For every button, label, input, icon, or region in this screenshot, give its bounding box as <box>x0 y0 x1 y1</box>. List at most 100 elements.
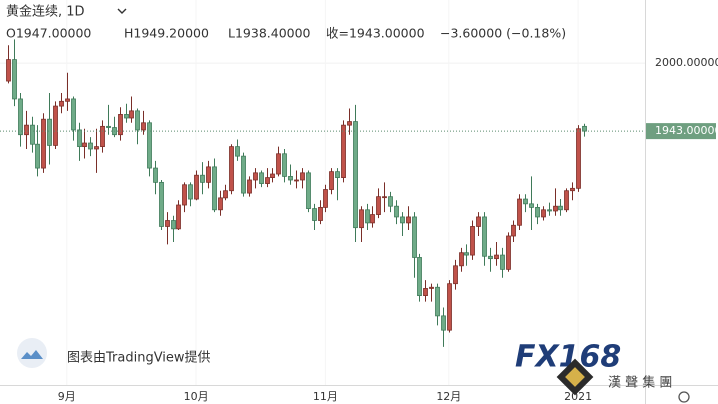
candle-body <box>176 204 181 230</box>
candle-body <box>265 177 270 184</box>
candle-body <box>241 155 246 194</box>
candle-body <box>511 224 516 237</box>
candle-body <box>253 172 258 181</box>
candle-body <box>506 235 511 270</box>
x-tick-label: 10月 <box>184 390 209 403</box>
candle-body <box>294 179 299 182</box>
candle-body <box>370 214 375 224</box>
watermark: 图表由TradingView提供 <box>67 350 211 366</box>
candle-body <box>82 142 87 148</box>
candle-body <box>276 153 281 175</box>
candle-body <box>553 205 558 212</box>
candle-body <box>359 209 364 229</box>
candle-body <box>423 288 428 297</box>
candle-body <box>382 196 387 199</box>
candle-body <box>65 98 70 102</box>
candle-body <box>558 205 563 211</box>
candle-body <box>77 129 82 148</box>
candle-body <box>435 286 440 317</box>
candle-body <box>147 122 152 169</box>
candle-body <box>270 173 275 179</box>
candle-body <box>53 105 58 146</box>
candle-body <box>476 216 481 227</box>
candle-body <box>30 124 35 145</box>
candle-body <box>523 198 528 205</box>
legend-change: −3.60000 (−0.18%) <box>440 26 566 41</box>
legend-close: 收=1943.00000 <box>326 26 425 41</box>
candle-body <box>365 209 370 224</box>
candle-body <box>388 196 393 207</box>
candle-body <box>106 125 111 128</box>
candle-body <box>88 142 93 150</box>
candle-body <box>153 167 158 183</box>
x-tick-label: 2021 <box>564 390 592 403</box>
candle-body <box>547 209 552 212</box>
candle-body <box>165 220 170 227</box>
candle-body <box>329 171 334 190</box>
chevron[interactable] <box>117 8 127 14</box>
legend-high: H1949.20000 <box>124 26 209 41</box>
candle-body <box>564 190 569 211</box>
candle-body <box>12 59 17 100</box>
last-price-label: 1943.00000 <box>655 124 718 137</box>
candle-body <box>282 153 287 177</box>
candle-body <box>288 176 293 181</box>
candle-body <box>459 252 464 267</box>
tv-logo <box>17 338 47 368</box>
candle-body <box>59 100 64 107</box>
candle-body <box>194 174 199 200</box>
candle-body <box>535 206 540 218</box>
candle-body <box>353 121 358 229</box>
candle-body <box>206 166 211 183</box>
candle-body <box>582 125 587 132</box>
candle-body <box>494 254 499 260</box>
x-tick-label: 11月 <box>313 390 338 403</box>
candle-body <box>35 143 40 169</box>
candle-body <box>394 205 399 218</box>
candle-body <box>412 216 417 258</box>
candle-body <box>24 124 29 136</box>
candle-body <box>94 146 99 150</box>
symbol[interactable]: 黄金连续, 1D <box>6 4 85 20</box>
candle-body <box>218 197 223 211</box>
candle-body <box>159 181 164 227</box>
candle-body <box>341 124 346 179</box>
candle-body <box>429 286 434 289</box>
candle-body <box>71 98 76 131</box>
candle-body <box>500 254 505 270</box>
y-tick-label: 2000.00000 <box>655 56 718 69</box>
candle-body <box>464 252 469 256</box>
candle-body <box>406 216 411 224</box>
candle-body <box>576 128 581 189</box>
candle-body <box>517 198 522 226</box>
candle-body <box>323 189 328 208</box>
candle-body <box>347 121 352 126</box>
candle-body <box>124 114 129 119</box>
x-tick-label: 9月 <box>58 390 76 403</box>
x-tick-label: 12月 <box>436 390 461 403</box>
candle-body <box>6 59 11 82</box>
candle-body <box>229 146 234 192</box>
candle-body <box>41 118 46 169</box>
candle-body <box>259 172 264 184</box>
candle-body <box>188 184 193 200</box>
brand-diamond <box>565 367 585 387</box>
candle-body <box>135 110 140 131</box>
candle-body <box>100 125 105 148</box>
candle-body <box>235 146 240 157</box>
candle-body <box>417 257 422 297</box>
candle-body <box>447 283 452 331</box>
settings-icon[interactable] <box>678 391 690 403</box>
candle-body <box>453 265 458 285</box>
candle-body <box>118 114 123 136</box>
candle-body <box>200 174 205 183</box>
last-price-tag <box>646 123 716 140</box>
candle-body <box>482 216 487 257</box>
brand-sub: 漢 聲 集 團 <box>608 375 672 391</box>
candle-body <box>306 172 311 209</box>
candle-body <box>247 179 252 194</box>
candle-body <box>129 110 134 119</box>
candle-body <box>570 187 575 192</box>
candle-body <box>441 315 446 331</box>
